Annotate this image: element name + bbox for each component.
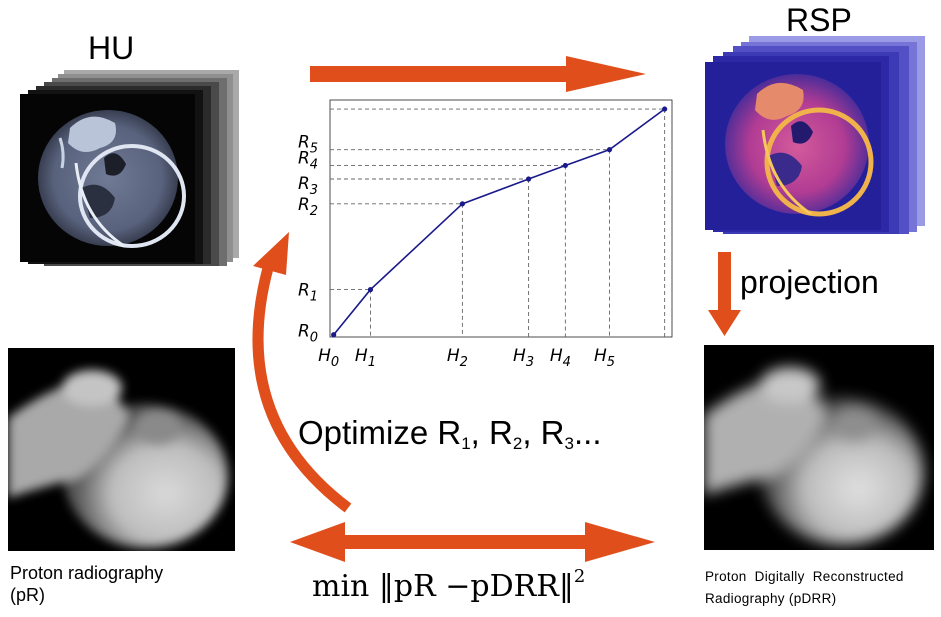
optimize-prefix: Optimize R — [298, 414, 462, 451]
optimize-comma-2: , — [522, 414, 541, 451]
curve-point-6 — [662, 106, 668, 112]
hu-label: HU — [88, 30, 135, 66]
pdrr-caption-line1: Proton Digitally Reconstructed — [705, 569, 904, 584]
pdrr-image — [704, 345, 934, 550]
conversion-curve-line — [333, 108, 666, 336]
optimize-r3-sub: 3 — [564, 434, 574, 453]
x-tick-H2: H2 — [447, 346, 468, 370]
pdrr-caption: Proton Digitally Reconstructed Radiograp… — [705, 566, 904, 610]
optimize-label: Optimize R1, R2, R3... — [298, 414, 602, 454]
top-right-arrow — [310, 56, 646, 92]
curve-point-3 — [525, 176, 532, 182]
proton-radiography-image — [8, 348, 235, 551]
objective-minus: − — [445, 569, 471, 604]
projection-down-arrow — [708, 252, 741, 336]
pdrr-caption-line2: Radiography (pDRR) — [705, 591, 837, 606]
objective-formula: min ‖pR −pDRR‖2 — [312, 566, 585, 604]
x-tick-H3: H3 — [513, 346, 534, 370]
proton-radiography-caption: Proton radiography (pR) — [10, 562, 163, 606]
hu-ct-stack-image — [20, 70, 239, 266]
optimize-ellipsis: ... — [573, 414, 602, 451]
curve-point-2 — [459, 201, 465, 207]
x-tick-H5: H5 — [594, 346, 615, 370]
optimize-r2: R — [489, 414, 513, 451]
optimize-r3: R — [540, 414, 565, 451]
objective-norm-left: ‖ — [378, 569, 394, 604]
chart-frame — [329, 99, 673, 338]
x-tick-H0: H0 — [318, 346, 339, 370]
y-tick-R2: R2 — [298, 195, 318, 219]
x-tick-H1: H1 — [355, 346, 376, 370]
pr-caption-line1: Proton radiography — [10, 563, 164, 583]
optimize-r2-sub: 2 — [512, 434, 523, 453]
optimize-r1-sub: 1 — [461, 434, 471, 453]
y-tick-R4: R4 — [298, 148, 318, 172]
objective-pdrr: pDRR — [470, 569, 559, 604]
y-tick-R5: R5 — [298, 133, 318, 157]
objective-norm-right: ‖ — [558, 569, 574, 604]
curve-point-1 — [367, 287, 374, 293]
curved-feedback-arrow — [252, 232, 352, 513]
curve-point-0 — [331, 332, 337, 338]
rsp-label: RSP — [786, 2, 852, 38]
y-tick-R3: R3 — [298, 174, 318, 198]
curve-point-4 — [562, 162, 568, 169]
rsp-stack-image — [705, 36, 925, 234]
y-tick-R0: R0 — [298, 322, 318, 346]
curve-point-5 — [606, 147, 613, 153]
pr-caption-line2: (pR) — [10, 585, 45, 605]
objective-min: min — [312, 569, 370, 604]
objective-pr: pR — [393, 569, 436, 604]
x-tick-H4: H4 — [550, 346, 571, 370]
projection-label: projection — [740, 264, 879, 300]
objective-pow: 2 — [573, 566, 586, 587]
y-tick-R1: R1 — [298, 281, 318, 305]
bottom-double-arrow — [290, 522, 655, 562]
optimize-comma-1: , — [470, 414, 490, 451]
